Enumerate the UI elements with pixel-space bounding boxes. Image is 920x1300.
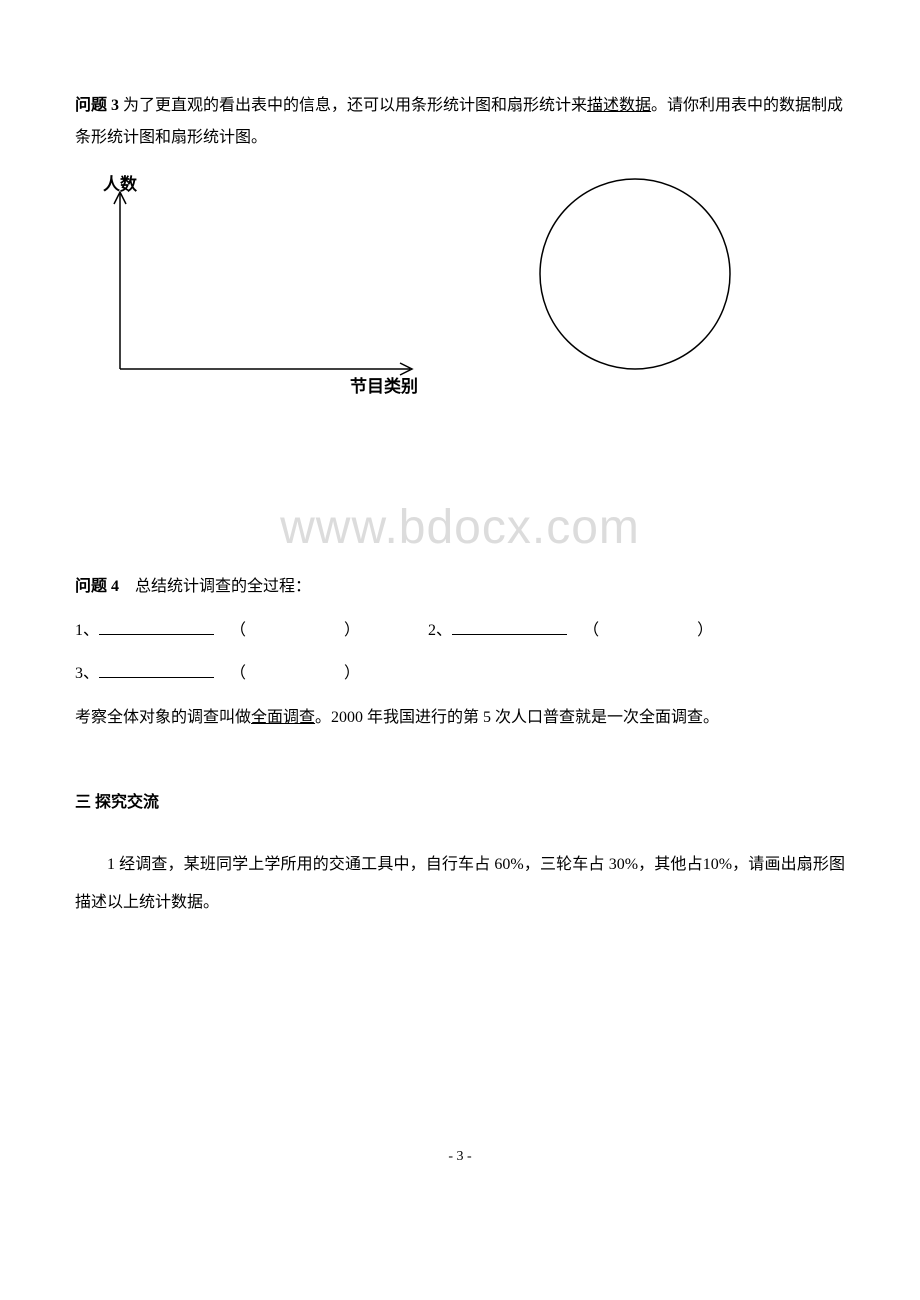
q4-item3-num: 3、 — [75, 665, 99, 682]
q4-note-underline: 全面调查 — [251, 709, 315, 726]
question-4: 问题 4 总结统计调查的全过程： 1、 （ ） 2、 （ ） 3、 （ ） — [75, 574, 845, 730]
y-axis-label: 人数 — [103, 174, 138, 194]
page-content: 问题 3 为了更直观的看出表中的信息，还可以用条形统计图和扇形统计来描述数据。请… — [0, 0, 920, 923]
q4-item1-close: ） — [344, 622, 360, 639]
q4-label: 问题 4 — [75, 578, 119, 595]
bar-chart-axes — [114, 192, 412, 375]
q4-row2: 3、 （ ） — [75, 661, 845, 687]
q4-item1-num: 1、 — [75, 622, 99, 639]
q4-item3-open: （ — [230, 665, 246, 682]
section3-title: 三 探究交流 — [75, 790, 845, 816]
q4-note-a: 考察全体对象的调查叫做 — [75, 709, 251, 726]
q4-item1-open: （ — [230, 622, 246, 639]
section3-exercise: 1 经调查，某班同学上学所用的交通工具中，自行车占 60%，三轮车占 30%，其… — [75, 846, 845, 923]
q4-item2-num: 2、 — [428, 622, 452, 639]
blank-3 — [99, 661, 214, 678]
chart-svg: 人数 节目类别 — [75, 174, 845, 434]
q4-item2-open: （ — [583, 622, 599, 639]
question-3: 问题 3 为了更直观的看出表中的信息，还可以用条形统计图和扇形统计来描述数据。请… — [75, 90, 845, 154]
blank-2 — [452, 618, 567, 635]
q4-prompt: 总结统计调查的全过程： — [135, 578, 311, 595]
x-axis-label: 节目类别 — [350, 376, 418, 396]
blank-1 — [99, 618, 214, 635]
page-number: - 3 - — [0, 1149, 920, 1165]
q3-label: 问题 3 — [75, 97, 119, 114]
chart-area: 人数 节目类别 — [75, 174, 845, 454]
q3-text-a: 为了更直观的看出表中的信息，还可以用条形统计图和扇形统计来 — [123, 97, 587, 114]
q4-item2-close: ） — [697, 622, 713, 639]
section-3: 三 探究交流 1 经调查，某班同学上学所用的交通工具中，自行车占 60%，三轮车… — [75, 790, 845, 922]
q3-underlined: 描述数据 — [587, 97, 651, 114]
q4-item3-close: ） — [344, 665, 360, 682]
q4-row1: 1、 （ ） 2、 （ ） — [75, 618, 845, 644]
pie-circle — [540, 179, 730, 369]
q4-note-b: 。2000 年我国进行的第 5 次人口普查就是一次全面调查。 — [315, 709, 719, 726]
q4-note: 考察全体对象的调查叫做全面调查。2000 年我国进行的第 5 次人口普查就是一次… — [75, 705, 845, 731]
